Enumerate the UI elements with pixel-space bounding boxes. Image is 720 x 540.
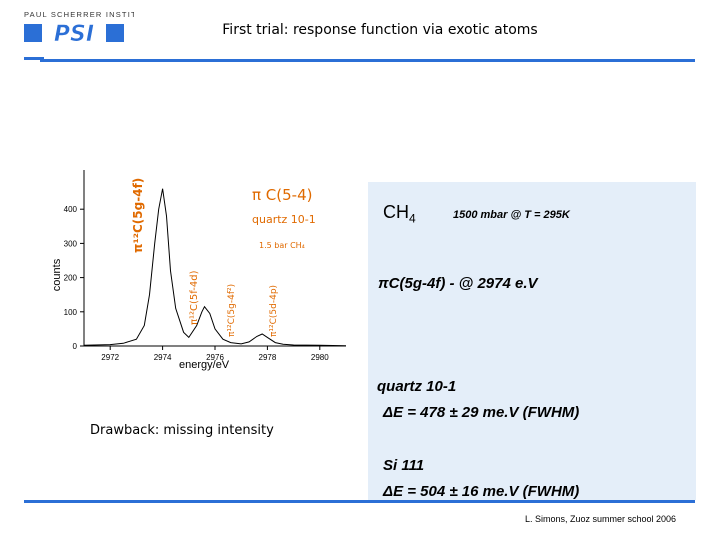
x-axis-label: energy/eV	[179, 359, 230, 371]
x-tick-label-2: 2976	[206, 353, 224, 362]
x-tick-label-1: 2974	[154, 353, 172, 362]
spectrum-chart: 2972 2974 2976 2978 2980 0 100 200 300 400 energy…	[51, 170, 347, 371]
conditions-text: 1500 mbar @ T = 295K	[453, 209, 570, 221]
gas-formula-main: CH	[383, 202, 409, 222]
gas-formula: CH4	[383, 202, 416, 226]
si-resolution: ΔE = 504 ± 16 me.V (FWHM)	[383, 483, 580, 500]
x-tick-label-3: 2978	[259, 353, 277, 362]
legend-line-2: quartz 10-1	[252, 213, 316, 226]
spectrum-line	[83, 188, 347, 347]
logo-bar-right	[106, 24, 124, 42]
quartz-resolution: ΔE = 478 ± 29 me.V (FWHM)	[383, 404, 580, 421]
logo-caption: PAUL SCHERRER INSTITUT	[24, 10, 134, 19]
si-label: Si 111	[383, 457, 425, 474]
annotation-5d-4p: π¹²C(5d-4p)	[269, 285, 279, 337]
annotation-5f-4d: π¹²C(5f-4d)	[189, 270, 200, 325]
header-rule-accent	[24, 57, 44, 60]
drawback-note: Drawback: missing intensity	[90, 423, 274, 438]
chart-ticks: 2972 2974 2976 2978 2980 0 100 200 300 400	[64, 205, 330, 362]
header-rule	[40, 59, 695, 62]
chart-scan-background	[84, 170, 346, 346]
legend-line-1: π C(5-4)	[252, 186, 312, 204]
y-tick-label-3: 300	[64, 239, 78, 248]
footer-rule	[40, 500, 695, 503]
y-tick-label-4: 400	[64, 205, 78, 214]
logo-bar-left	[24, 24, 42, 42]
y-tick-label-2: 200	[64, 274, 78, 283]
footer-rule-accent	[24, 500, 44, 503]
psi-logo: PAUL SCHERRER INSTITUT PSI	[24, 10, 134, 47]
gas-formula-sub: 4	[409, 211, 416, 226]
annotation-5g-4f2: π¹²C(5g-4f²)	[227, 284, 237, 337]
annotation-5g-4f: π¹²C(5g-4f)	[131, 178, 145, 253]
y-tick-label-0: 0	[73, 342, 78, 351]
y-tick-label-1: 100	[64, 308, 78, 317]
y-axis-label: counts	[51, 258, 63, 291]
transition-text: πC(5g-4f) - @ 2974 e.V	[378, 275, 538, 292]
legend-line-3: 1.5 bar CH₄	[259, 241, 305, 250]
logo-mark: PSI	[54, 22, 94, 47]
x-tick-label-0: 2972	[101, 353, 119, 362]
quartz-label: quartz 10-1	[377, 378, 457, 395]
info-panel	[368, 182, 696, 500]
x-tick-label-4: 2980	[311, 353, 329, 362]
page-title: First trial: response function via exoti…	[222, 22, 538, 38]
credit-text: L. Simons, Zuoz summer school 2006	[525, 514, 677, 524]
